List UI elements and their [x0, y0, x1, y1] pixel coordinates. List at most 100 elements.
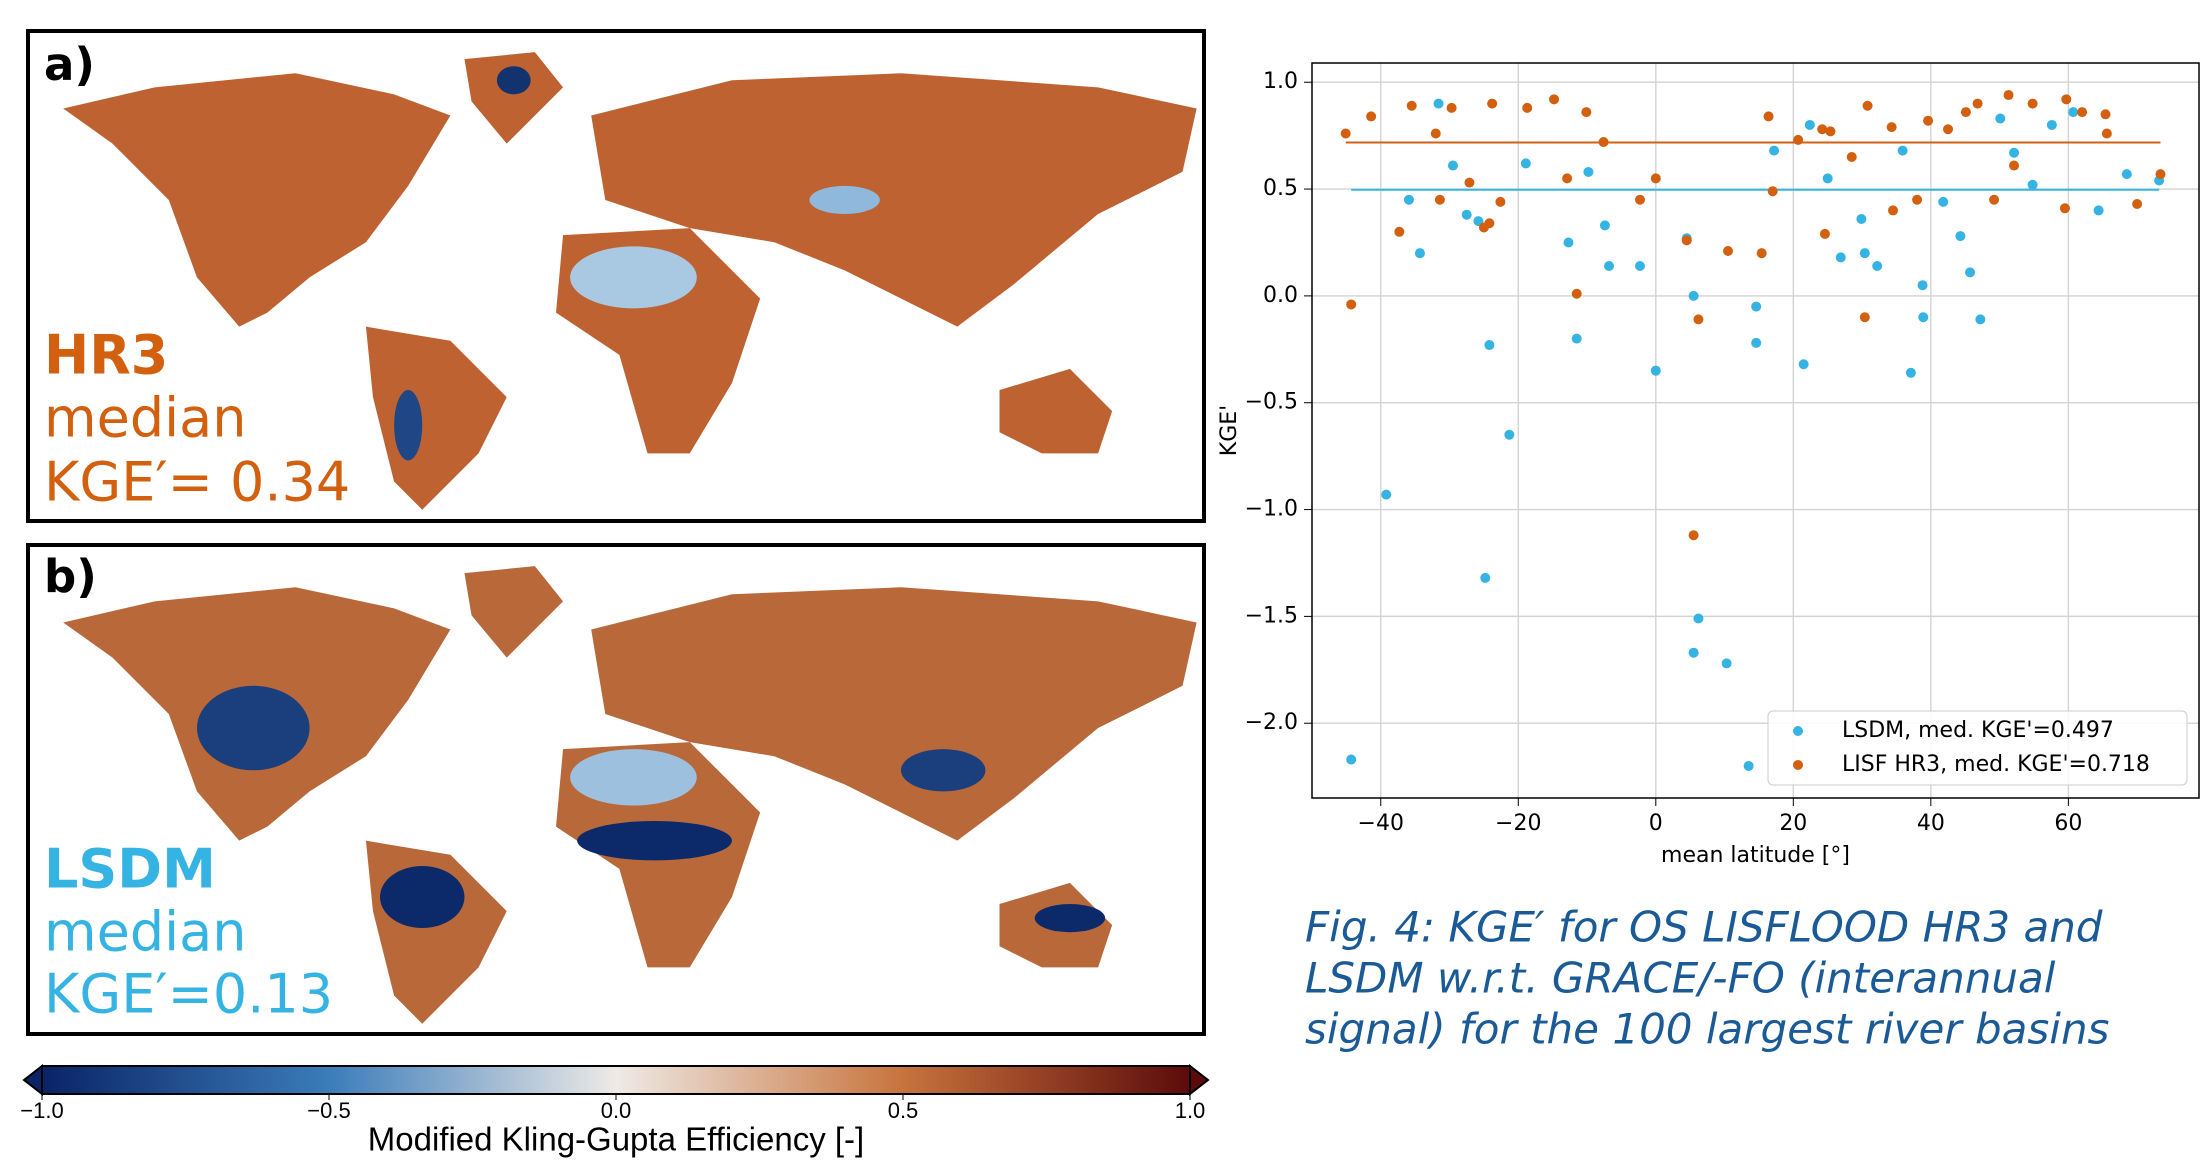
point	[1520, 158, 1531, 169]
point	[1598, 137, 1609, 148]
y-tick-label: −1.0	[1245, 497, 1298, 522]
point	[1905, 367, 1916, 378]
point	[1693, 314, 1704, 325]
point	[2101, 128, 2112, 139]
point	[1943, 124, 1954, 135]
point	[1414, 248, 1425, 259]
point	[1381, 489, 1392, 500]
point	[1346, 754, 1357, 765]
point	[1972, 98, 1983, 109]
point	[1433, 98, 1444, 109]
colorbar-tick-label: 0.5	[888, 1098, 919, 1123]
point	[1394, 226, 1405, 237]
point	[2121, 169, 2132, 180]
point	[1793, 134, 1804, 145]
point	[1461, 209, 1472, 220]
x-tick-label: 0	[1649, 811, 1663, 836]
point	[1583, 166, 1594, 177]
point	[1522, 102, 1533, 113]
colorbar	[41, 1065, 1191, 1095]
point	[1487, 98, 1498, 109]
point	[1923, 115, 1934, 126]
panel-frame	[26, 29, 1206, 523]
point	[1756, 248, 1767, 259]
point	[1763, 111, 1774, 122]
point	[2068, 107, 2079, 118]
point	[1960, 107, 1971, 118]
model-name: HR3	[44, 324, 168, 387]
point	[1693, 613, 1704, 624]
lsdm-text: LSDM median KGE′=0.13	[44, 838, 333, 1026]
x-tick-label: −40	[1358, 811, 1404, 836]
point	[1688, 647, 1699, 658]
colorbar-tick-label: 1.0	[1175, 1098, 1206, 1123]
y-tick-label: 1.0	[1263, 69, 1298, 94]
point	[2027, 98, 2038, 109]
point	[2046, 119, 2057, 130]
colorbar-tick-label: 0.0	[601, 1098, 632, 1123]
point	[1446, 102, 1457, 113]
x-tick-label: 60	[2054, 811, 2082, 836]
point	[1767, 186, 1778, 197]
colorbar-extend	[22, 1063, 43, 1097]
x-tick-label: 20	[1779, 811, 1807, 836]
point	[2077, 107, 2088, 118]
point	[1484, 340, 1495, 351]
x-axis-label: mean latitude [°]	[1661, 843, 1850, 868]
median-label: median	[44, 387, 246, 450]
point	[2100, 109, 2111, 120]
map-a	[63, 52, 1197, 510]
colorbar-extend	[1189, 1063, 1210, 1097]
median-label: median	[44, 901, 246, 964]
point	[1975, 314, 1986, 325]
point	[1912, 194, 1923, 205]
point	[1825, 126, 1836, 137]
point	[1859, 248, 1870, 259]
point	[1406, 100, 1417, 111]
point	[1917, 280, 1928, 291]
legend-box	[1767, 710, 2188, 786]
point	[1571, 288, 1582, 299]
y-tick-label: −0.5	[1245, 390, 1298, 415]
point	[1846, 152, 1857, 163]
colorbar-tick-label: −1.0	[20, 1098, 63, 1123]
colorbar-tick-label: −0.5	[307, 1098, 350, 1123]
panel-label: a)	[44, 38, 95, 91]
point	[1650, 365, 1661, 376]
y-tick-label: −1.5	[1245, 603, 1298, 628]
point	[1484, 218, 1495, 229]
point	[2009, 147, 2020, 158]
panel-labels: a) b)	[44, 38, 97, 603]
y-tick-label: −2.0	[1245, 710, 1298, 735]
point	[1897, 145, 1908, 156]
point	[1634, 194, 1645, 205]
point	[1859, 312, 1870, 323]
point	[1751, 337, 1762, 348]
point	[1346, 299, 1357, 310]
point	[1504, 429, 1515, 440]
point	[2061, 94, 2072, 105]
caption-line: LSDM w.r.t. GRACE/-FO (interannual	[1305, 954, 2056, 1003]
caption: Fig. 4: KGE′ for OS LISFLOOD HR3 and LSD…	[1305, 903, 2109, 1054]
point	[1366, 111, 1377, 122]
point	[1989, 194, 2000, 205]
caption-line: Fig. 4: KGE′ for OS LISFLOOD HR3 and	[1305, 903, 2103, 952]
point	[1464, 177, 1475, 188]
legend-marker	[1793, 726, 1803, 736]
point	[1995, 113, 2006, 124]
point	[1581, 107, 1592, 118]
point	[1634, 260, 1645, 271]
point	[1938, 196, 1949, 207]
kge-label: KGE′= 0.34	[44, 451, 350, 514]
point	[2155, 169, 2166, 180]
point	[1743, 760, 1754, 771]
legend-label: LISF HR3, med. KGE'=0.718	[1842, 752, 2150, 777]
point	[1721, 658, 1732, 669]
point	[1650, 173, 1661, 184]
point	[2132, 199, 2143, 210]
point	[2027, 179, 2038, 190]
point	[1965, 267, 1976, 278]
colorbar-label: Modified Kling-Gupta Efficiency [-]	[368, 1121, 864, 1158]
